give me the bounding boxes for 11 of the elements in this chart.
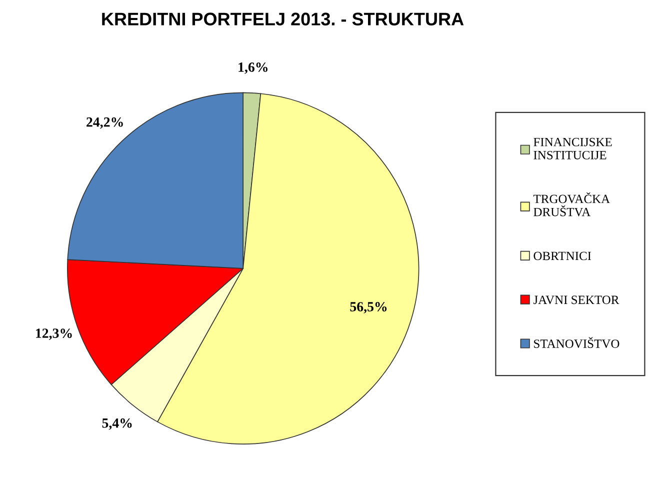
data-label: 56,5% <box>350 302 387 314</box>
legend-label: OBRTNICI <box>534 252 592 260</box>
data-label: 1,6% <box>238 62 268 74</box>
legend-label: FINANCIJSKE INSTITUCIJE <box>534 138 612 160</box>
data-label: 5,4% <box>102 418 132 430</box>
data-label: 12,3% <box>36 328 72 340</box>
legend-label: TRGOVAČKA DRUŠTVA <box>533 192 610 216</box>
chart-title: KREDITNI PORTFELJ 2013. - STRUKTURA <box>102 12 464 26</box>
legend-label: STANOVIŠTVO <box>534 337 620 348</box>
legend-label: JAVNI SEKTOR <box>533 296 620 304</box>
data-label: 24,2% <box>86 117 123 129</box>
